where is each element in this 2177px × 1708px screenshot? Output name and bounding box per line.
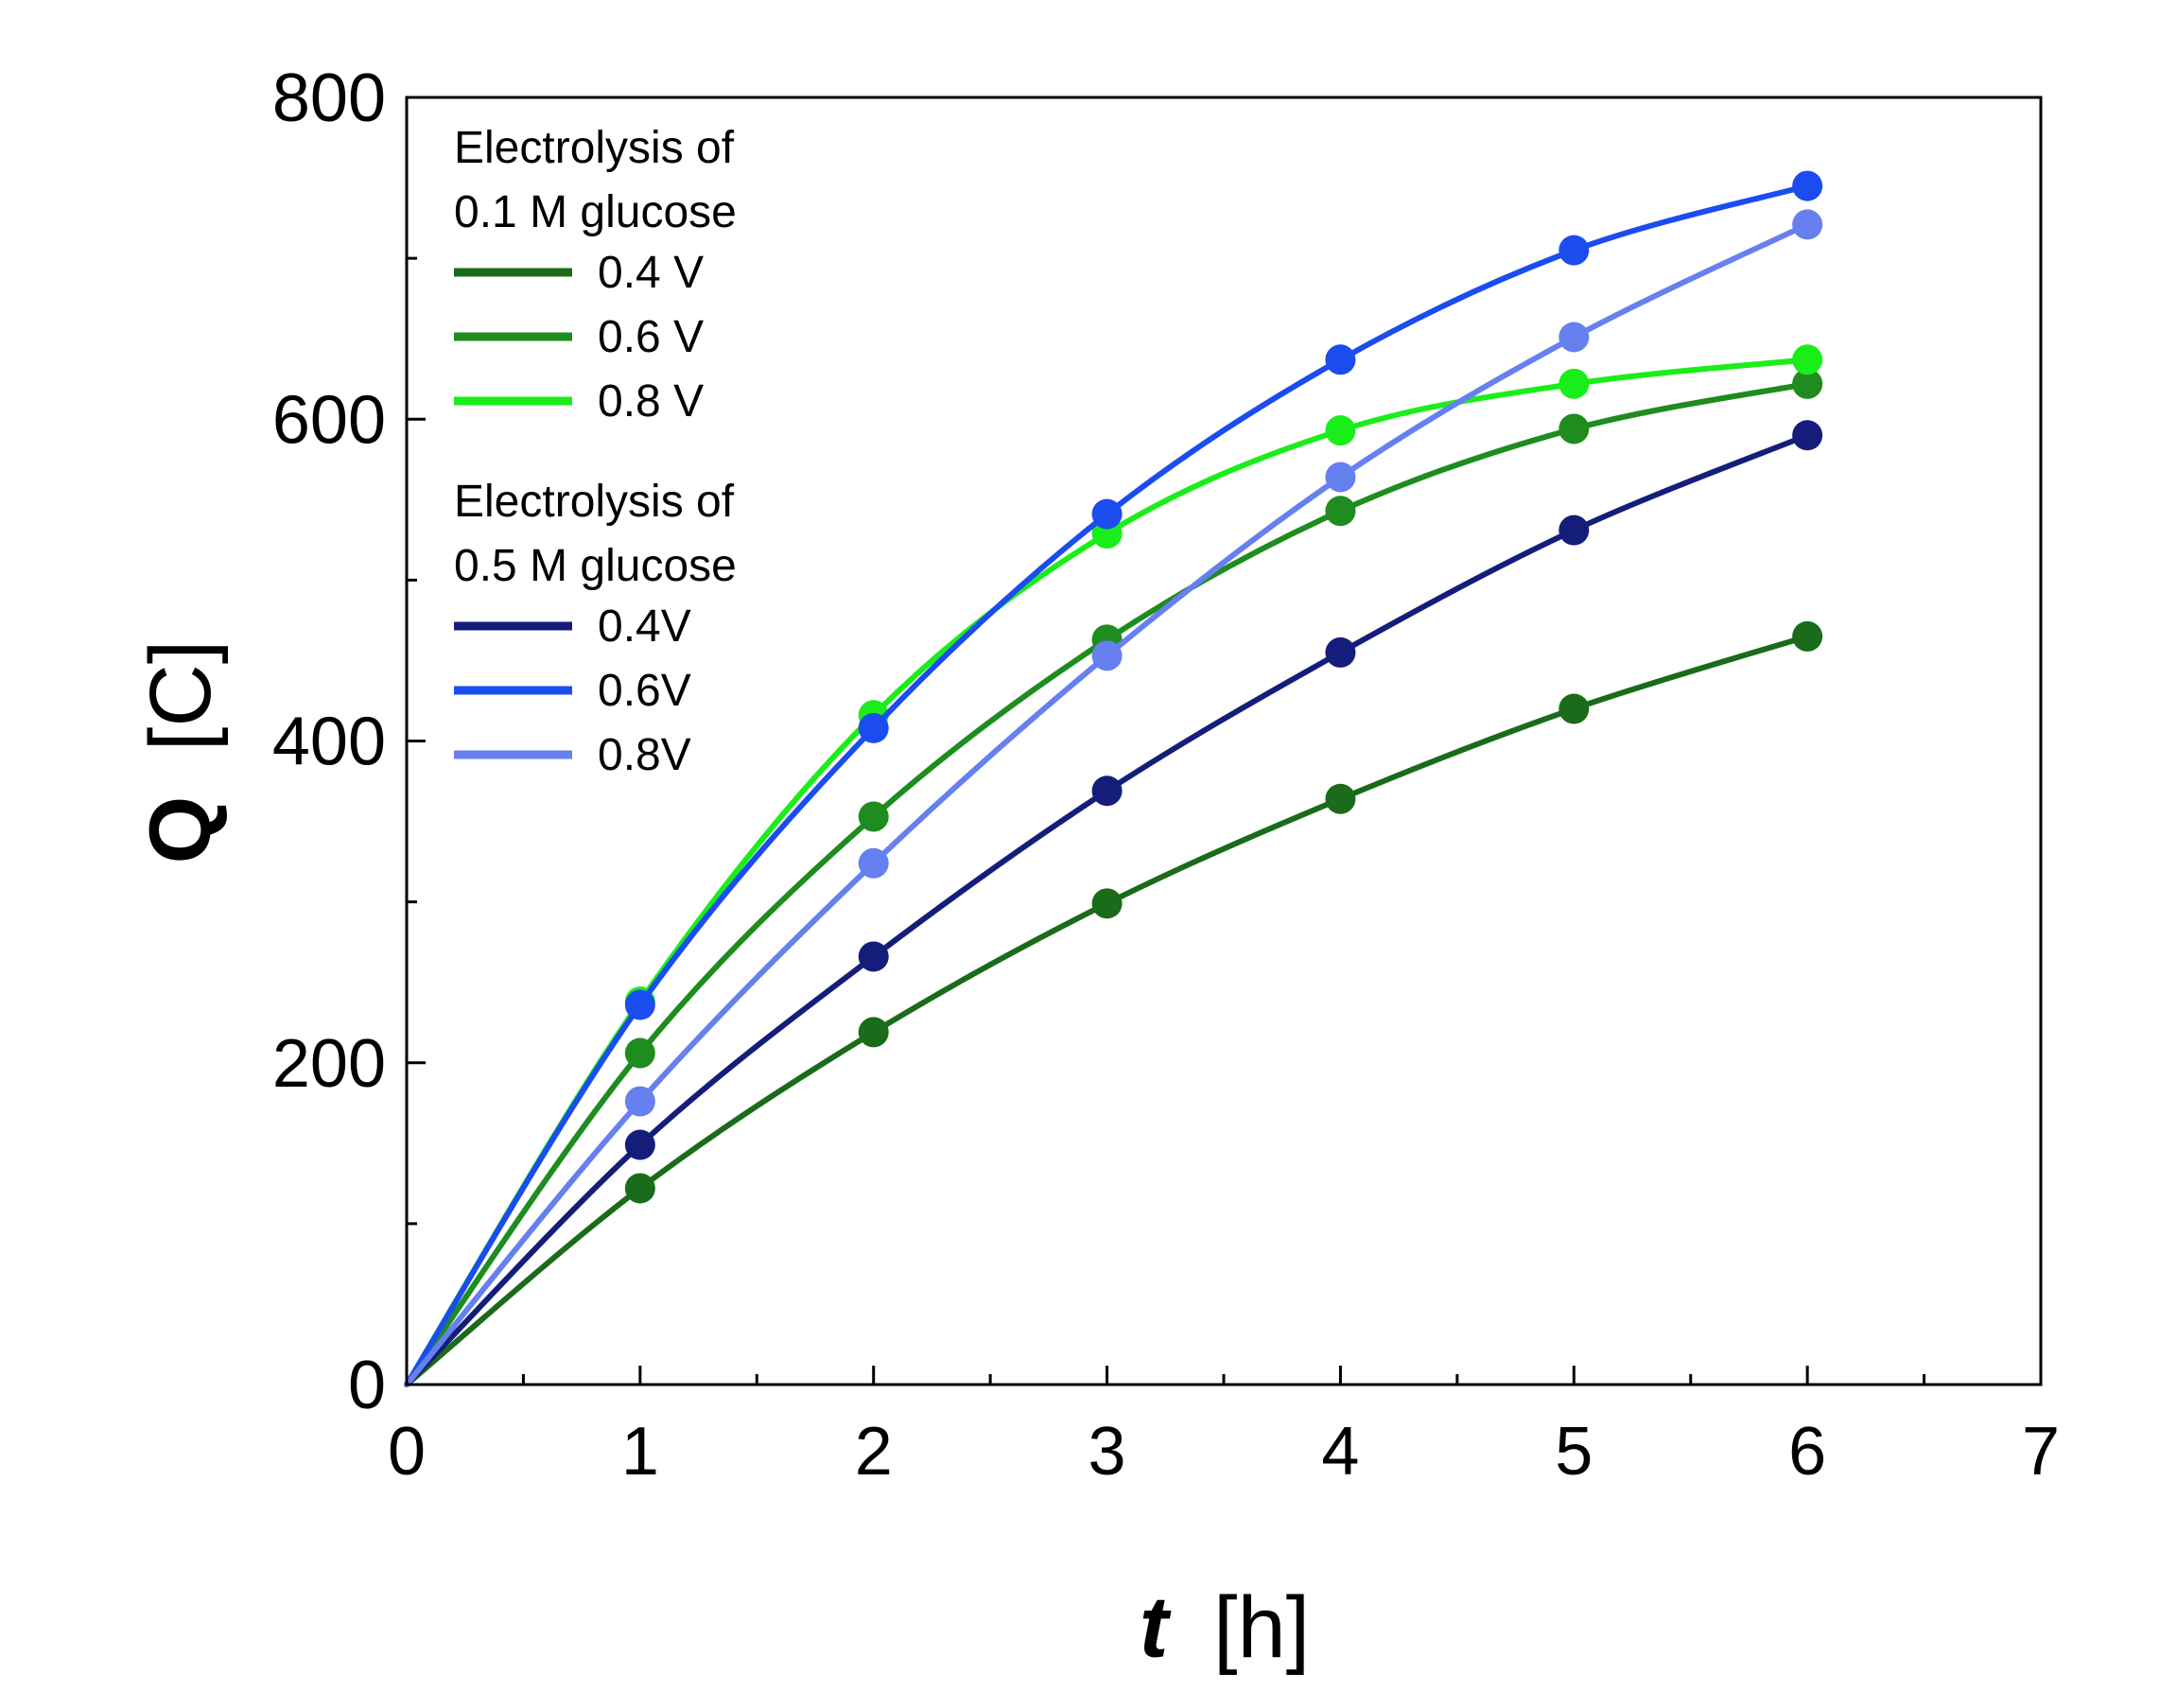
series-layer	[404, 170, 1823, 1387]
data-point	[1792, 368, 1823, 399]
legend-label: 0.6 V	[598, 312, 704, 362]
data-point	[624, 1173, 655, 1204]
legend-label: 0.4V	[598, 601, 691, 652]
series-0-6V-1	[404, 368, 1823, 1387]
y-tick-label: 600	[272, 382, 386, 458]
legend-entry: 0.6 V	[454, 312, 704, 362]
data-point	[1325, 496, 1356, 527]
legend-label: 0.4 V	[598, 248, 704, 298]
x-tick-label: 6	[1788, 1414, 1826, 1490]
legend-entry: 0.8 V	[454, 376, 704, 427]
x-tick-label: 0	[388, 1414, 426, 1490]
legend-entry: 0.4 V	[454, 248, 704, 298]
data-point	[1325, 415, 1356, 446]
data-point	[1792, 620, 1823, 652]
legend-label: 0.8V	[598, 730, 691, 780]
y-axis-symbol: Q	[132, 796, 229, 864]
legend-entry: 0.6V	[454, 666, 691, 716]
y-tick-label: 200	[272, 1026, 386, 1102]
data-point	[1325, 462, 1356, 493]
data-point	[1559, 368, 1590, 399]
data-point	[858, 847, 889, 879]
legend: Electrolysis of 0.1 M glucose 0.4 V 0.6 V 0.…	[454, 123, 737, 780]
series-0-4V-3	[404, 420, 1823, 1387]
x-tick-label: 3	[1088, 1414, 1126, 1490]
data-point	[1559, 693, 1590, 724]
data-point	[858, 1017, 889, 1048]
legend-group-title: Electrolysis of	[454, 477, 735, 527]
series-0-8V-5	[404, 209, 1823, 1387]
data-point	[1559, 514, 1590, 546]
data-point	[1792, 209, 1823, 240]
x-tick-label: 1	[621, 1414, 659, 1490]
data-point	[624, 1037, 655, 1069]
plot-frame	[405, 96, 2043, 1386]
data-point	[1091, 776, 1123, 807]
legend-group-0: Electrolysis of 0.1 M glucose 0.4 V 0.6 V 0.…	[454, 123, 737, 427]
legend-group-title: Electrolysis of	[454, 123, 735, 173]
legend-label: 0.6V	[598, 666, 691, 716]
legend-entry: 0.8V	[454, 730, 691, 780]
data-point	[1325, 344, 1356, 375]
legend-group-1: Electrolysis of 0.5 M glucose 0.4V 0.6V 0.8V	[454, 477, 737, 780]
tick-labels: 0 1 2 3 4 5 6 7 0 200 400 600 800	[272, 61, 2060, 1490]
legend-label: 0.8 V	[598, 376, 704, 427]
series-0-4V-0	[404, 620, 1823, 1387]
data-point	[1792, 344, 1823, 375]
data-point	[1559, 413, 1590, 444]
data-point	[1091, 640, 1123, 671]
y-tick-label: 400	[272, 705, 386, 780]
data-point	[1091, 888, 1123, 919]
data-point	[1559, 322, 1590, 353]
data-point	[624, 1129, 655, 1160]
data-point	[858, 941, 889, 972]
data-point	[858, 712, 889, 743]
data-point	[858, 801, 889, 832]
legend-group-title: 0.1 M glucose	[454, 187, 737, 237]
x-axis-unit: [h]	[1213, 1579, 1310, 1676]
data-point	[1792, 420, 1823, 451]
y-tick-label: 800	[272, 61, 386, 136]
legend-entry: 0.4V	[454, 601, 691, 652]
data-point	[624, 989, 655, 1020]
data-point	[624, 1086, 655, 1117]
data-point	[1559, 235, 1590, 266]
x-tick-label: 2	[855, 1414, 893, 1490]
y-tick-label: 0	[348, 1348, 386, 1423]
y-axis-unit: [C]	[132, 640, 229, 752]
x-tick-label: 4	[1321, 1414, 1359, 1490]
data-point	[1091, 498, 1123, 530]
legend-group-title: 0.5 M glucose	[454, 541, 737, 591]
x-tick-label: 5	[1555, 1414, 1593, 1490]
data-point	[1792, 170, 1823, 201]
x-axis-symbol: t	[1140, 1579, 1172, 1676]
y-axis-title: Q [C]	[132, 640, 229, 864]
x-axis-title: t [h]	[1140, 1579, 1311, 1676]
x-tick-label: 7	[2022, 1414, 2060, 1490]
data-point	[1325, 783, 1356, 814]
series-0-6V-4	[404, 170, 1823, 1387]
data-point	[1325, 636, 1356, 668]
